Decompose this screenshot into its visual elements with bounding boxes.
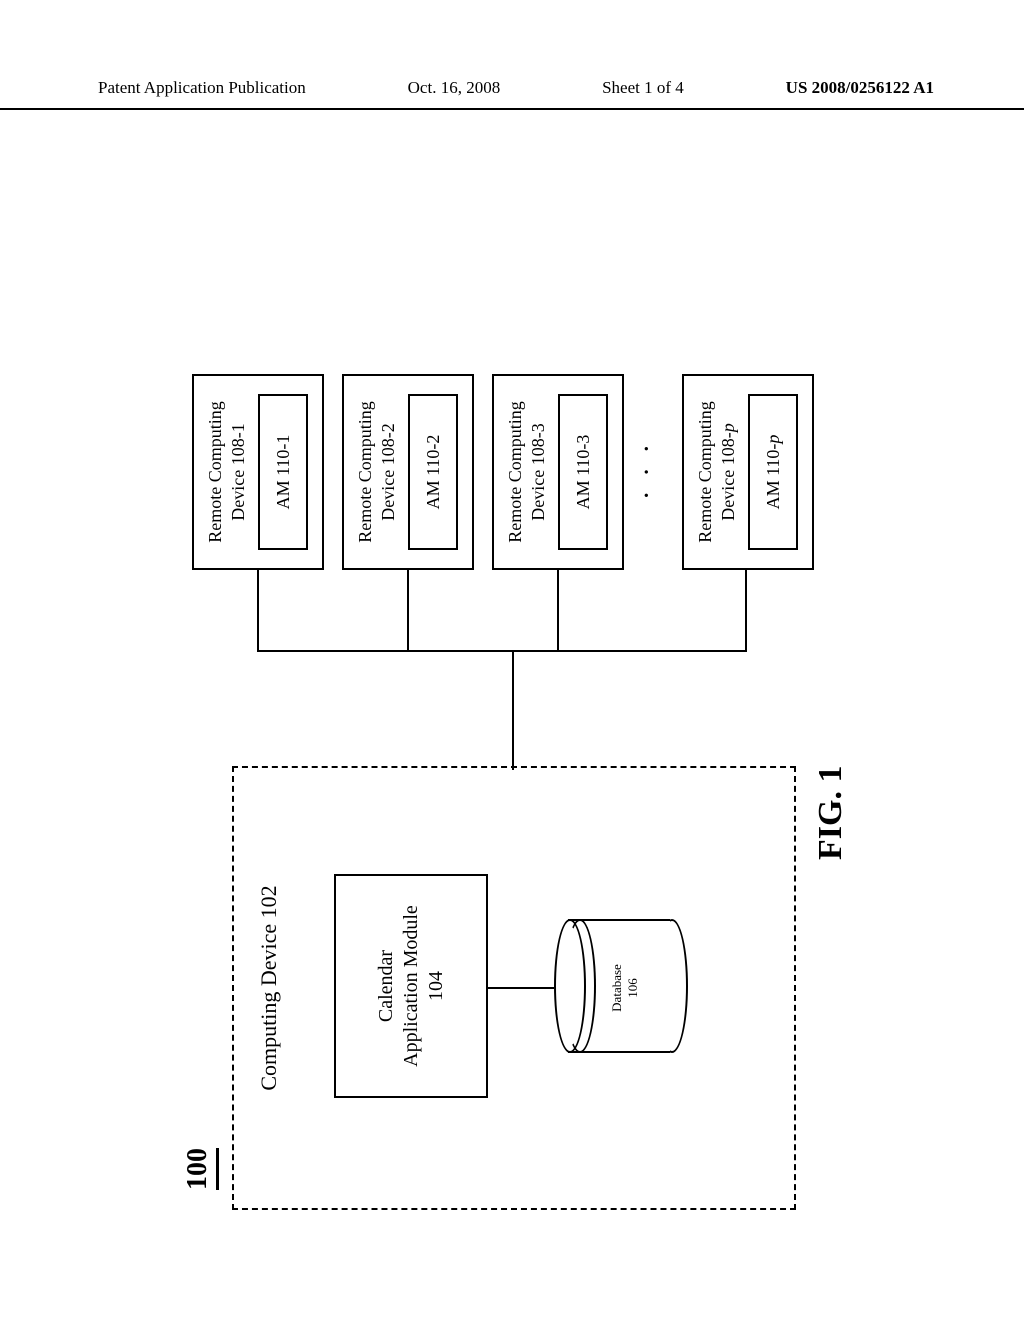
connector-module-to-db bbox=[486, 987, 554, 989]
header-publication-type: Patent Application Publication bbox=[98, 78, 306, 98]
remote-device-1-am: AM 110-1 bbox=[258, 394, 308, 550]
remote-device-p-am: AM 110-p bbox=[748, 394, 798, 550]
remote-2-am-label: AM 110-2 bbox=[423, 435, 444, 510]
remote-3-line2: Device 108-3 bbox=[528, 423, 548, 520]
remote-p-line1: Remote Computing bbox=[695, 401, 715, 543]
remote-device-1: Remote Computing Device 108-1 AM 110-1 bbox=[192, 374, 324, 570]
remote-device-2: Remote Computing Device 108-2 AM 110-2 bbox=[342, 374, 474, 570]
calendar-module-line1: Calendar bbox=[374, 876, 399, 1096]
connector-bus bbox=[257, 650, 747, 652]
remote-3-am-label: AM 110-3 bbox=[573, 435, 594, 510]
remote-device-3-label: Remote Computing Device 108-3 bbox=[504, 376, 549, 568]
remote-3-line1: Remote Computing bbox=[505, 401, 525, 543]
page: Patent Application Publication Oct. 16, … bbox=[0, 0, 1024, 1320]
remote-device-1-label: Remote Computing Device 108-1 bbox=[204, 376, 249, 568]
system-reference-number: 100 bbox=[182, 1148, 219, 1190]
remote-device-p-label: Remote Computing Device 108-p bbox=[694, 376, 739, 568]
calendar-module-ref: 104 bbox=[424, 876, 449, 1096]
connector-branch-1 bbox=[257, 570, 259, 652]
database-label: Database 106 bbox=[609, 923, 640, 1053]
remote-device-p: Remote Computing Device 108-p AM 110-p bbox=[682, 374, 814, 570]
diagram: 100 Computing Device 102 Calendar Applic… bbox=[172, 330, 852, 1230]
header-sheet: Sheet 1 of 4 bbox=[602, 78, 684, 98]
database-cylinder: Database 106 bbox=[554, 923, 684, 1053]
remote-2-line1: Remote Computing bbox=[355, 401, 375, 543]
header-publication-number: US 2008/0256122 A1 bbox=[786, 78, 934, 98]
header-row: Patent Application Publication Oct. 16, … bbox=[0, 78, 1024, 98]
remote-device-3-am: AM 110-3 bbox=[558, 394, 608, 550]
database-ref: 106 bbox=[625, 978, 640, 998]
remote-2-line2: Device 108-2 bbox=[378, 423, 398, 520]
database-text: Database bbox=[609, 964, 624, 1012]
connector-branch-3 bbox=[557, 570, 559, 652]
remote-device-2-label: Remote Computing Device 108-2 bbox=[354, 376, 399, 568]
remote-p-line2-prefix: Device 108- bbox=[718, 432, 738, 520]
figure-caption: FIG. 1 bbox=[812, 766, 850, 860]
remote-1-line2: Device 108-1 bbox=[228, 423, 248, 520]
calendar-application-module-box: Calendar Application Module 104 bbox=[334, 874, 488, 1098]
remote-device-2-am: AM 110-2 bbox=[408, 394, 458, 550]
remote-1-line1: Remote Computing bbox=[205, 401, 225, 543]
remote-p-am-prefix: AM 110- bbox=[763, 444, 784, 510]
connector-branch-2 bbox=[407, 570, 409, 652]
computing-device-label: Computing Device 102 bbox=[256, 768, 282, 1208]
header-date: Oct. 16, 2008 bbox=[408, 78, 501, 98]
ellipsis-icon: ··· bbox=[632, 430, 664, 500]
remote-p-line2-var: p bbox=[718, 423, 738, 432]
computing-device-box: Computing Device 102 Calendar Applicatio… bbox=[232, 766, 796, 1210]
remote-p-am-var: p bbox=[763, 435, 784, 444]
remote-1-am-label: AM 110-1 bbox=[273, 435, 294, 510]
db-band bbox=[564, 919, 596, 1053]
figure-area: 100 Computing Device 102 Calendar Applic… bbox=[0, 100, 1024, 1200]
connector-trunk bbox=[512, 650, 514, 770]
connector-branch-p bbox=[745, 570, 747, 652]
calendar-module-line2: Application Module bbox=[399, 876, 424, 1096]
remote-device-3: Remote Computing Device 108-3 AM 110-3 bbox=[492, 374, 624, 570]
